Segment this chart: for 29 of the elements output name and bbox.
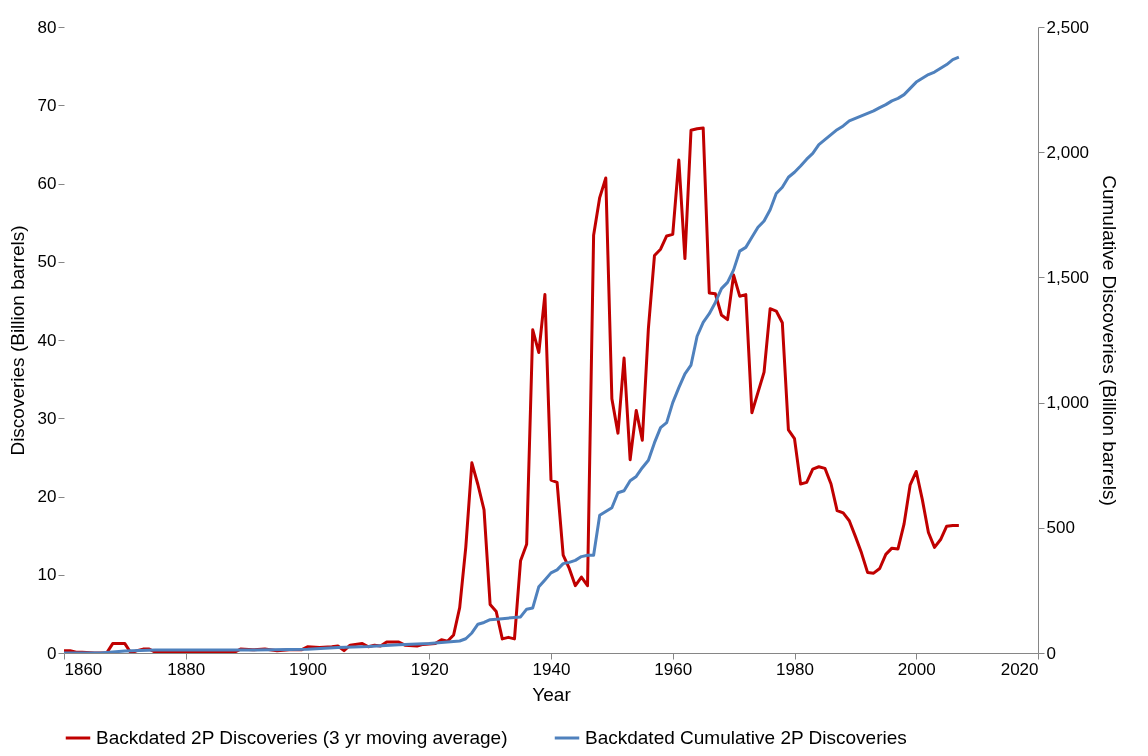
x-tick-label: 1880: [167, 659, 206, 679]
x-tick-label: 1900: [289, 659, 327, 679]
x-tick-label: 1960: [654, 659, 693, 679]
y-axis-title: Discoveries (Billion barrels): [6, 225, 28, 456]
y-tick-label: 40: [37, 330, 57, 350]
y-tick-label: 30: [37, 408, 57, 428]
y2-tick-label: 2,500: [1046, 17, 1090, 37]
y-tick-label: 0: [47, 643, 57, 663]
x-tick-label: 1980: [776, 659, 814, 679]
y-tick-label: 70: [37, 95, 57, 115]
y-tick-label: 50: [37, 252, 57, 272]
legend-label: Backdated 2P Discoveries (3 yr moving average): [96, 727, 508, 748]
y-tick-label: 80: [37, 17, 57, 37]
x-tick-label: 1920: [410, 659, 449, 679]
y2-tick-label: 1,000: [1046, 393, 1090, 413]
y2-tick-label: 1,500: [1046, 267, 1090, 287]
legend-label: Backdated Cumulative 2P Discoveries: [585, 727, 907, 748]
x-axis-title: Year: [532, 683, 572, 705]
x-tick-label: 1940: [532, 659, 571, 679]
y2-tick-label: 0: [1046, 643, 1056, 663]
y2-tick-label: 2,000: [1046, 142, 1090, 162]
y-tick-label: 20: [37, 487, 57, 506]
x-tick-label: 1860: [64, 659, 103, 679]
x-tick-label: 2020: [1000, 659, 1039, 679]
y-tick-label: 10: [37, 565, 57, 585]
y2-tick-label: 500: [1046, 518, 1075, 538]
y-tick-label: 60: [37, 174, 57, 193]
x-tick-label: 2000: [897, 659, 936, 679]
y2-axis-title: Cumulative Discoveries (Billion barrels): [1099, 175, 1121, 506]
